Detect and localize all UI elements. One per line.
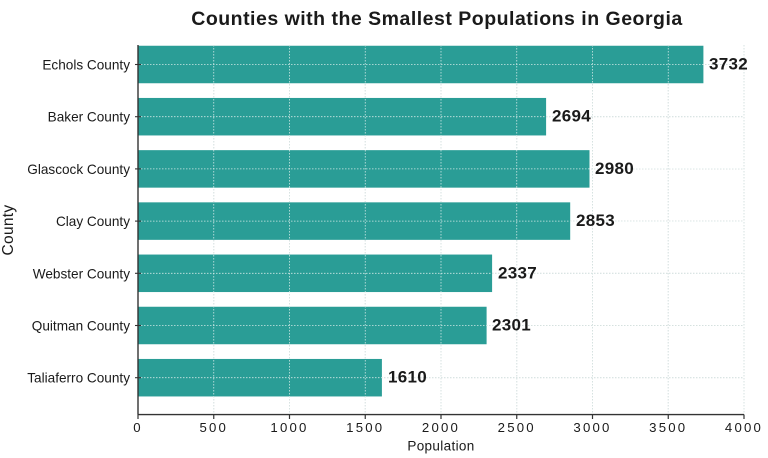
svg-text:2000: 2000 [422, 420, 460, 435]
svg-text:2694: 2694 [552, 107, 591, 126]
svg-text:Webster County: Webster County [33, 266, 130, 281]
svg-text:3500: 3500 [649, 420, 687, 435]
svg-text:3732: 3732 [709, 55, 748, 74]
svg-text:2980: 2980 [595, 159, 634, 178]
svg-text:Baker County: Baker County [48, 110, 131, 125]
svg-text:500: 500 [199, 420, 228, 435]
svg-text:Taliaferro County: Taliaferro County [27, 371, 130, 386]
svg-text:1000: 1000 [270, 420, 308, 435]
svg-text:Echols County: Echols County [42, 58, 130, 73]
svg-text:1500: 1500 [346, 420, 384, 435]
svg-text:Population: Population [407, 439, 474, 454]
svg-text:2337: 2337 [498, 263, 537, 282]
svg-text:0: 0 [133, 420, 143, 435]
svg-text:1610: 1610 [388, 368, 427, 387]
svg-text:4000: 4000 [725, 420, 763, 435]
svg-text:2500: 2500 [498, 420, 536, 435]
svg-text:2301: 2301 [492, 316, 531, 335]
svg-text:Counties with the Smallest Pop: Counties with the Smallest Populations i… [191, 8, 682, 30]
svg-text:Glascock County: Glascock County [27, 162, 130, 177]
svg-text:Clay County: Clay County [56, 214, 130, 229]
svg-text:Quitman County: Quitman County [32, 319, 130, 334]
svg-text:2853: 2853 [576, 211, 615, 230]
svg-text:County: County [0, 205, 17, 256]
svg-text:3000: 3000 [573, 420, 611, 435]
